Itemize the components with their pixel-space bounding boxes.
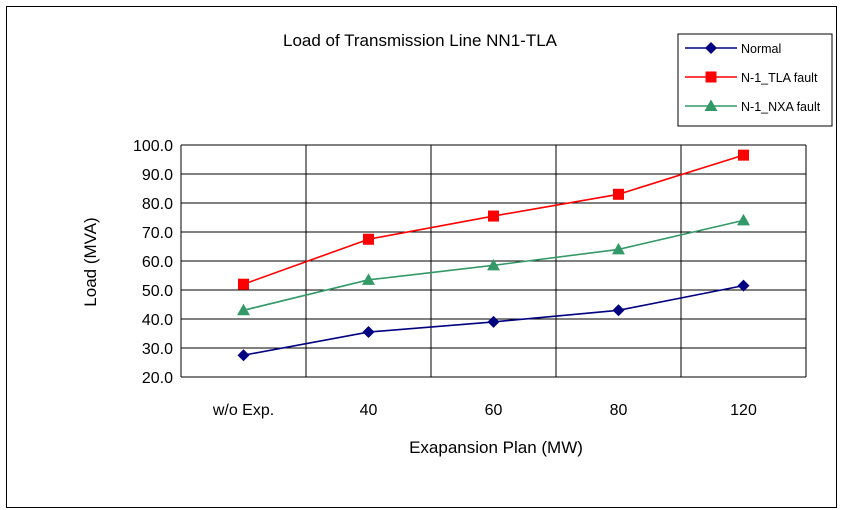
x-tick-label: 120 [730, 402, 757, 419]
x-tick-label: 80 [610, 402, 628, 419]
y-tick-label: 80.0 [142, 196, 173, 213]
y-tick-label: 100.0 [133, 138, 173, 155]
y-tick-label: 20.0 [142, 370, 173, 387]
data-point [738, 149, 749, 161]
legend: Normal N-1_TLA fault N-1_NXA fault [677, 33, 833, 127]
data-point [487, 258, 500, 271]
y-tick-label: 40.0 [142, 312, 173, 329]
data-point [488, 210, 499, 222]
chart-title: Load of Transmission Line NN1-TLA [283, 31, 558, 50]
legend-marker [705, 71, 717, 83]
data-point [237, 303, 250, 316]
y-tick-label: 50.0 [142, 283, 173, 300]
legend-label: Normal [741, 42, 781, 56]
x-tick-label: 60 [485, 402, 503, 419]
data-point [363, 233, 374, 245]
x-axis-title: Exapansion Plan (MW) [409, 438, 583, 457]
data-point [613, 188, 624, 200]
y-tick-label: 60.0 [142, 254, 173, 271]
data-point [238, 278, 249, 290]
x-tick-label: 40 [360, 402, 378, 419]
y-axis-title: Load (MVA) [81, 217, 100, 306]
data-point [612, 304, 625, 317]
data-point [737, 279, 750, 292]
data-point [237, 349, 250, 362]
legend-marker [704, 99, 718, 111]
data-point [362, 273, 375, 285]
legend-marker [705, 42, 717, 54]
y-tick-label: 90.0 [142, 167, 173, 184]
legend-label: N-1_TLA fault [741, 71, 818, 85]
legend-box [677, 33, 833, 127]
y-tick-label: 70.0 [142, 225, 173, 242]
x-tick-label: w/o Exp. [212, 402, 274, 419]
y-tick-label: 30.0 [142, 341, 173, 358]
data-point [612, 242, 625, 255]
data-point [362, 326, 375, 339]
plot-area: 20.0 30.0 40.0 50.0 60.0 70.0 80.0 90.0 100.0 w/o… [133, 138, 807, 419]
legend-label: N-1_NXA fault [741, 100, 821, 114]
data-point [487, 315, 500, 328]
data-point [737, 213, 750, 226]
